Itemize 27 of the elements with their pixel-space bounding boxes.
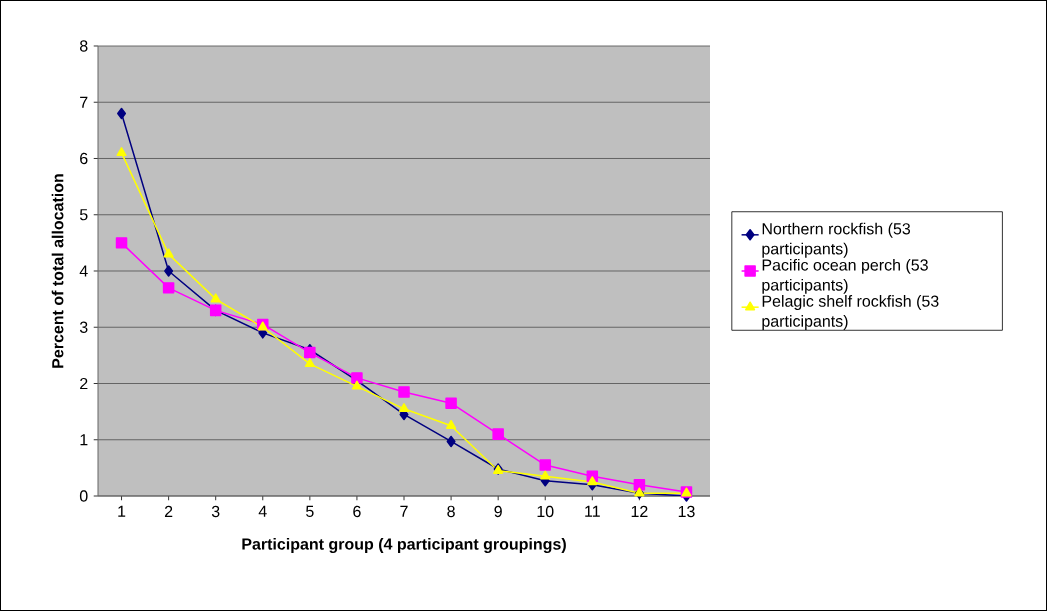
x-tick-label: 13 — [678, 505, 695, 518]
y-tick-label: 4 — [79, 265, 88, 277]
y-tick-label: 3 — [79, 321, 88, 333]
x-tick-label: 11 — [585, 505, 600, 517]
x-tick-label: 4 — [258, 505, 267, 517]
x-tick-label: 9 — [494, 505, 502, 518]
x-tick-label: 5 — [306, 505, 314, 517]
y-axis-title: Percent of total allocation — [51, 174, 64, 368]
x-tick-label: 6 — [353, 505, 361, 518]
legend-label: Pelagic shelf rockfish (53 participants) — [762, 295, 939, 331]
x-axis-title: Participant group (4 participant groupings) — [242, 538, 566, 553]
x-tick-label: 8 — [447, 505, 455, 518]
legend-label: Northern rockfish (53 participants) — [762, 222, 911, 258]
x-tick-label: 10 — [537, 505, 554, 518]
legend-label: Pacific ocean perch (53 participants) — [762, 258, 928, 294]
x-tick-label: 12 — [631, 505, 648, 517]
x-tick-label: 3 — [211, 505, 220, 518]
x-tick-label: 1 — [118, 505, 126, 517]
x-tick-label: 2 — [164, 505, 173, 517]
y-tick-label: 1 — [80, 434, 88, 446]
y-tick-label: 0 — [79, 490, 88, 502]
y-tick-label: 7 — [80, 96, 88, 108]
y-tick-label: 2 — [80, 377, 88, 390]
y-tick-label: 5 — [79, 209, 88, 221]
y-tick-label: 6 — [80, 152, 88, 165]
y-tick-label: 8 — [79, 40, 88, 52]
x-tick-label: 7 — [400, 505, 408, 517]
